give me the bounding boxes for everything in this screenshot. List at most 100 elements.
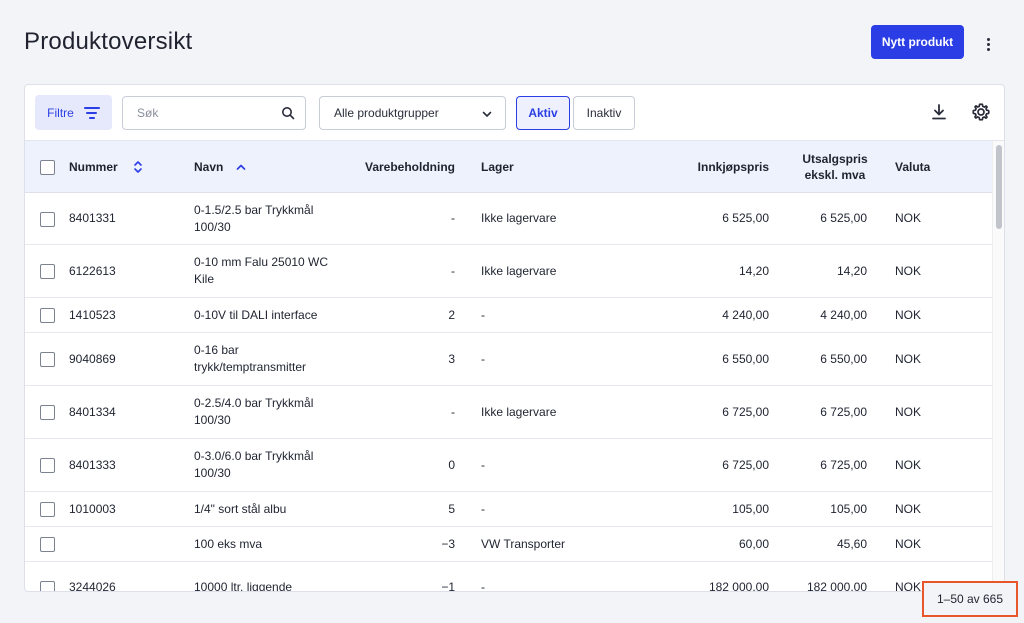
product-name[interactable]: 0-16 bar trykk/temptransmitter xyxy=(194,333,354,385)
currency-value: NOK xyxy=(895,263,922,278)
product-number[interactable]: 1010003 xyxy=(69,501,116,516)
product-name-line1: 100 eks mva xyxy=(194,536,263,551)
product-number[interactable]: 9040869 xyxy=(69,351,116,366)
sort-ascending-icon[interactable] xyxy=(235,161,247,173)
gear-icon[interactable] xyxy=(971,102,991,122)
column-header-number[interactable]: Nummer xyxy=(69,141,149,193)
row-more-icon[interactable] xyxy=(970,298,978,332)
product-name-line2: 100/30 xyxy=(194,219,231,234)
table-row[interactable]: 1010003 1/4" sort stål albu 5 - 105,00 1… xyxy=(25,492,1004,527)
column-header-cost[interactable]: Innkjøpspris xyxy=(697,160,769,174)
stock-value: - xyxy=(451,263,455,278)
scrollbar-thumb[interactable] xyxy=(996,145,1002,229)
column-header-currency[interactable]: Valuta xyxy=(895,160,931,174)
row-more-icon[interactable] xyxy=(970,439,978,491)
product-name[interactable]: 0-1.5/2.5 bar Trykkmål 100/30 xyxy=(194,193,354,244)
column-header-price-line1: Utsalgspris xyxy=(802,152,868,166)
product-name[interactable]: 100 eks mva xyxy=(194,527,354,561)
table-toolbar: Filtre Alle produktgrupper Aktiv Inaktiv xyxy=(25,85,1004,141)
table-row[interactable]: 6122613 0-10 mm Falu 25010 WC Kile - Ikke… xyxy=(25,245,1004,298)
currency-value: NOK xyxy=(895,404,922,419)
row-checkbox[interactable] xyxy=(40,211,55,227)
filter-button[interactable]: Filtre xyxy=(35,95,112,130)
currency-value: NOK xyxy=(895,536,922,551)
product-number[interactable]: 8401333 xyxy=(69,457,116,472)
warehouse-value: Ikke lagervare xyxy=(481,404,557,419)
warehouse-value: - xyxy=(481,580,485,592)
vertical-scrollbar[interactable] xyxy=(992,141,1004,591)
cost-value: 60,00 xyxy=(738,536,769,551)
product-name-line2: Kile xyxy=(194,272,215,286)
row-checkbox[interactable] xyxy=(40,537,55,552)
currency-value: NOK xyxy=(895,307,922,322)
product-table-panel: Filtre Alle produktgrupper Aktiv Inaktiv xyxy=(24,84,1005,592)
row-more-icon[interactable] xyxy=(970,386,978,438)
product-name[interactable]: 0-3.0/6.0 bar Trykkmål 100/30 xyxy=(194,439,354,491)
new-product-button[interactable]: Nytt produkt xyxy=(871,25,964,59)
row-checkbox[interactable] xyxy=(40,405,55,420)
download-icon[interactable] xyxy=(930,103,948,121)
product-name[interactable]: 0-10V til DALI interface xyxy=(194,298,354,332)
row-more-icon[interactable] xyxy=(970,193,978,244)
product-name-line2: 100/30 xyxy=(194,466,231,480)
product-name-line2: trykk/temptransmitter xyxy=(194,360,307,374)
page-more-menu-icon[interactable] xyxy=(978,34,998,54)
column-header-price[interactable]: Utsalgspris ekskl. mva xyxy=(791,141,879,193)
product-name[interactable]: 0-10 mm Falu 25010 WC Kile xyxy=(194,245,354,297)
sort-icon[interactable] xyxy=(132,159,144,175)
product-number[interactable]: 3244026 xyxy=(69,580,116,592)
price-value: 6 725,00 xyxy=(820,457,867,472)
currency-value: NOK xyxy=(895,351,922,366)
row-more-icon[interactable] xyxy=(970,333,978,385)
row-checkbox[interactable] xyxy=(40,458,55,473)
stock-value: 0 xyxy=(448,457,455,472)
stock-value: 2 xyxy=(448,307,455,322)
product-number[interactable]: 8401334 xyxy=(69,404,116,419)
table-row[interactable]: 3244026 10000 ltr. liggende −1 - 182 000… xyxy=(25,562,1004,592)
product-name-line1: 0-1.5/2.5 bar Trykkmål xyxy=(194,202,314,217)
price-value: 6 525,00 xyxy=(820,211,867,225)
search-field[interactable] xyxy=(122,96,306,130)
warehouse-value: - xyxy=(481,351,485,366)
row-checkbox[interactable] xyxy=(40,352,55,367)
cost-value: 4 240,00 xyxy=(722,307,769,322)
row-checkbox[interactable] xyxy=(40,580,55,591)
product-number[interactable] xyxy=(69,527,179,561)
select-all-checkbox[interactable] xyxy=(40,159,55,175)
table-row[interactable]: 9040869 0-16 bar trykk/temptransmitter 3 … xyxy=(25,333,1004,386)
column-header-warehouse[interactable]: Lager xyxy=(481,160,514,174)
row-checkbox[interactable] xyxy=(40,264,55,279)
table-header: Nummer Navn Varebeholdning Lager Innkjøp… xyxy=(25,141,1004,193)
pagination-range: 1–50 av 665 xyxy=(922,581,1018,617)
table-row[interactable]: 1410523 0-10V til DALI interface 2 - 4 2… xyxy=(25,298,1004,333)
price-value: 14,20 xyxy=(836,263,867,278)
product-number[interactable]: 6122613 xyxy=(69,263,116,278)
column-header-name[interactable]: Navn xyxy=(194,141,274,193)
status-active-toggle[interactable]: Aktiv xyxy=(516,96,570,130)
table-row[interactable]: 8401333 0-3.0/6.0 bar Trykkmål 100/30 0 -… xyxy=(25,439,1004,492)
table-row[interactable]: 8401334 0-2.5/4.0 bar Trykkmål 100/30 - I… xyxy=(25,386,1004,439)
row-more-icon[interactable] xyxy=(970,245,978,297)
status-inactive-toggle[interactable]: Inaktiv xyxy=(573,96,635,130)
product-name[interactable]: 10000 ltr. liggende xyxy=(194,562,354,591)
table-row[interactable]: 8401331 0-1.5/2.5 bar Trykkmål 100/30 - I… xyxy=(25,193,1004,245)
price-value: 182 000,00 xyxy=(806,580,867,592)
product-name[interactable]: 0-2.5/4.0 bar Trykkmål 100/30 xyxy=(194,386,354,438)
warehouse-value: VW Transporter xyxy=(481,536,566,551)
product-number[interactable]: 1410523 xyxy=(69,307,116,322)
product-name[interactable]: 1/4" sort stål albu xyxy=(194,492,354,526)
table-row[interactable]: 100 eks mva −3 VW Transporter 60,00 45,6… xyxy=(25,527,1004,562)
cost-value: 14,20 xyxy=(738,263,769,278)
product-number[interactable]: 8401331 xyxy=(69,211,116,225)
row-more-icon[interactable] xyxy=(970,492,978,526)
stock-value: 3 xyxy=(448,351,455,366)
warehouse-value: - xyxy=(481,501,485,516)
row-more-icon[interactable] xyxy=(970,527,978,561)
table-body: 8401331 0-1.5/2.5 bar Trykkmål 100/30 - I… xyxy=(25,193,1004,592)
search-input[interactable] xyxy=(123,97,273,129)
row-checkbox[interactable] xyxy=(40,308,55,323)
search-icon[interactable] xyxy=(281,106,295,120)
column-header-stock[interactable]: Varebeholdning xyxy=(364,160,455,174)
product-group-select[interactable]: Alle produktgrupper xyxy=(319,96,506,130)
row-checkbox[interactable] xyxy=(40,502,55,517)
